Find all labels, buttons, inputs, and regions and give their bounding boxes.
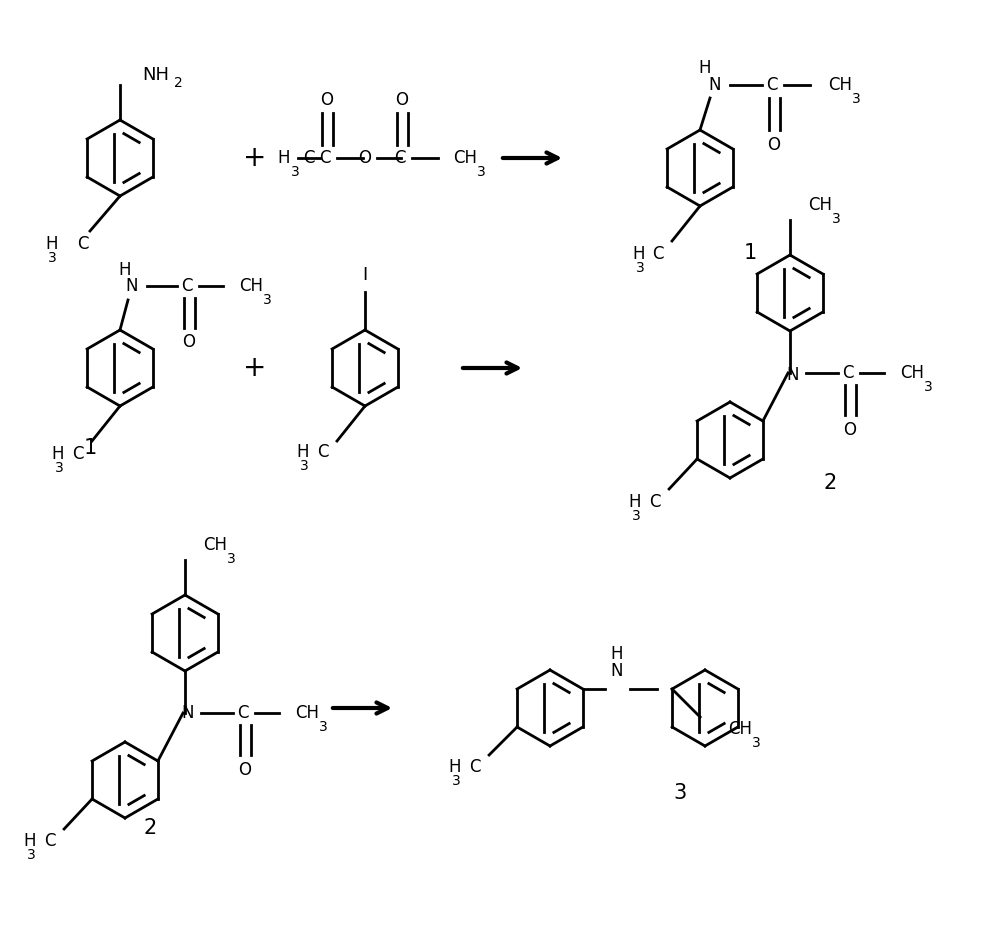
Text: 1: 1 <box>743 243 757 263</box>
Text: N: N <box>126 277 138 295</box>
Text: 3: 3 <box>290 165 299 179</box>
Text: 3: 3 <box>852 92 861 106</box>
Text: C: C <box>649 493 661 511</box>
Text: CH: CH <box>900 364 924 382</box>
Text: CH: CH <box>239 277 263 295</box>
Text: O: O <box>182 333 196 351</box>
Text: C: C <box>469 758 481 776</box>
Text: 3: 3 <box>477 165 486 179</box>
Text: CH: CH <box>203 536 227 554</box>
Text: C: C <box>303 149 314 167</box>
Text: H: H <box>633 245 645 263</box>
Text: 3: 3 <box>636 261 645 275</box>
Text: CH: CH <box>453 149 477 167</box>
Text: H: H <box>45 235 58 253</box>
Text: CH: CH <box>728 720 752 738</box>
Text: 1: 1 <box>83 438 97 458</box>
Text: C: C <box>77 235 89 253</box>
Text: 3: 3 <box>27 848 36 862</box>
Text: 2: 2 <box>823 473 837 493</box>
Text: H: H <box>611 645 623 663</box>
Text: 3: 3 <box>924 380 933 394</box>
Text: 3: 3 <box>673 783 687 803</box>
Text: C: C <box>319 149 331 167</box>
Text: 3: 3 <box>227 552 236 566</box>
Text: NH: NH <box>142 66 169 84</box>
Text: C: C <box>181 277 193 295</box>
Text: 3: 3 <box>632 509 641 523</box>
Text: H: H <box>278 149 290 167</box>
Text: H: H <box>24 832 36 850</box>
Text: C: C <box>317 443 329 461</box>
Text: 3: 3 <box>48 251 57 265</box>
Text: O: O <box>320 91 334 109</box>
Text: C: C <box>72 445 84 463</box>
Text: O: O <box>239 761 252 779</box>
Text: O: O <box>395 91 408 109</box>
Text: C: C <box>842 364 854 382</box>
Text: C: C <box>394 149 406 167</box>
Text: N: N <box>611 662 623 680</box>
Text: H: H <box>296 443 309 461</box>
Text: N: N <box>709 76 721 94</box>
Text: O: O <box>767 136 780 154</box>
Text: C: C <box>44 832 56 850</box>
Text: C: C <box>766 76 778 94</box>
Text: CH: CH <box>828 76 852 94</box>
Text: CH: CH <box>295 704 319 722</box>
Text: H: H <box>449 758 461 776</box>
Text: 2: 2 <box>174 76 183 90</box>
Text: 3: 3 <box>752 736 761 750</box>
Text: 3: 3 <box>319 720 328 734</box>
Text: H: H <box>699 59 711 77</box>
Text: 2: 2 <box>143 818 157 838</box>
Text: H: H <box>119 261 131 279</box>
Text: H: H <box>629 493 641 511</box>
Text: C: C <box>652 245 664 263</box>
Text: N: N <box>182 704 194 722</box>
Text: H: H <box>52 445 64 463</box>
Text: C: C <box>237 704 249 722</box>
Text: 3: 3 <box>300 459 309 473</box>
Text: 3: 3 <box>452 774 461 788</box>
Text: 3: 3 <box>263 293 272 307</box>
Text: 3: 3 <box>55 461 64 475</box>
Text: I: I <box>362 266 368 284</box>
Text: N: N <box>787 366 799 384</box>
Text: O: O <box>358 149 372 167</box>
Text: CH: CH <box>808 196 832 214</box>
Text: +: + <box>243 144 267 172</box>
Text: +: + <box>243 354 267 382</box>
Text: 3: 3 <box>832 212 841 226</box>
Text: O: O <box>844 421 856 439</box>
